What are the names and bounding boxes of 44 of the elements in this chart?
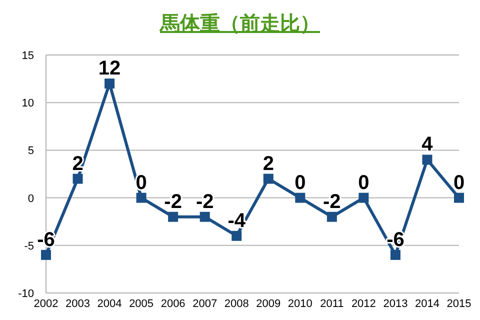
point xyxy=(358,192,369,203)
point xyxy=(390,250,400,260)
x-tick-label: 2002 xyxy=(34,298,58,310)
point xyxy=(104,78,115,89)
data-label: 0 xyxy=(453,172,465,194)
point xyxy=(41,250,51,260)
point xyxy=(326,212,337,222)
y-tick-label: -5 xyxy=(24,240,34,252)
x-tick-label: 2008 xyxy=(224,298,249,310)
data-label: 0 xyxy=(358,172,370,194)
point xyxy=(422,154,432,165)
y-tick-label: -10 xyxy=(18,288,34,300)
y-tick-label: 5 xyxy=(28,145,34,158)
x-tick-label: 2005 xyxy=(129,298,154,310)
x-tick-label: 2014 xyxy=(414,298,440,310)
point xyxy=(295,192,306,203)
data-label: -2 xyxy=(196,190,214,213)
x-tick-label: 2007 xyxy=(192,298,218,310)
x-tick-label: 2011 xyxy=(320,298,344,310)
x-tick-label: 2015 xyxy=(446,298,472,310)
data-label: -2 xyxy=(323,190,341,213)
point xyxy=(200,212,210,222)
x-tick-label: 2003 xyxy=(66,298,90,310)
y-tick-label: 0 xyxy=(28,192,34,205)
x-tick-label: 2006 xyxy=(160,298,186,310)
data-label: 12 xyxy=(98,58,121,80)
x-tick-label: 2013 xyxy=(383,298,408,310)
point xyxy=(168,212,178,222)
point xyxy=(263,174,274,184)
y-tick-label: 15 xyxy=(22,50,34,62)
x-tick-label: 2004 xyxy=(97,298,122,310)
point xyxy=(72,174,83,184)
y-tick-label: 10 xyxy=(22,98,34,110)
x-tick-label: 2009 xyxy=(256,298,281,310)
data-label: 2 xyxy=(262,152,274,175)
x-tick-label: 2012 xyxy=(351,298,376,310)
point xyxy=(232,230,242,241)
data-label: -2 xyxy=(164,190,182,213)
data-label: 4 xyxy=(422,134,434,156)
chart-title: 馬体重（前走比） xyxy=(159,11,320,35)
point xyxy=(454,192,464,203)
data-label: 0 xyxy=(294,172,306,194)
x-tick-label: 2010 xyxy=(288,298,312,310)
point xyxy=(136,192,146,203)
